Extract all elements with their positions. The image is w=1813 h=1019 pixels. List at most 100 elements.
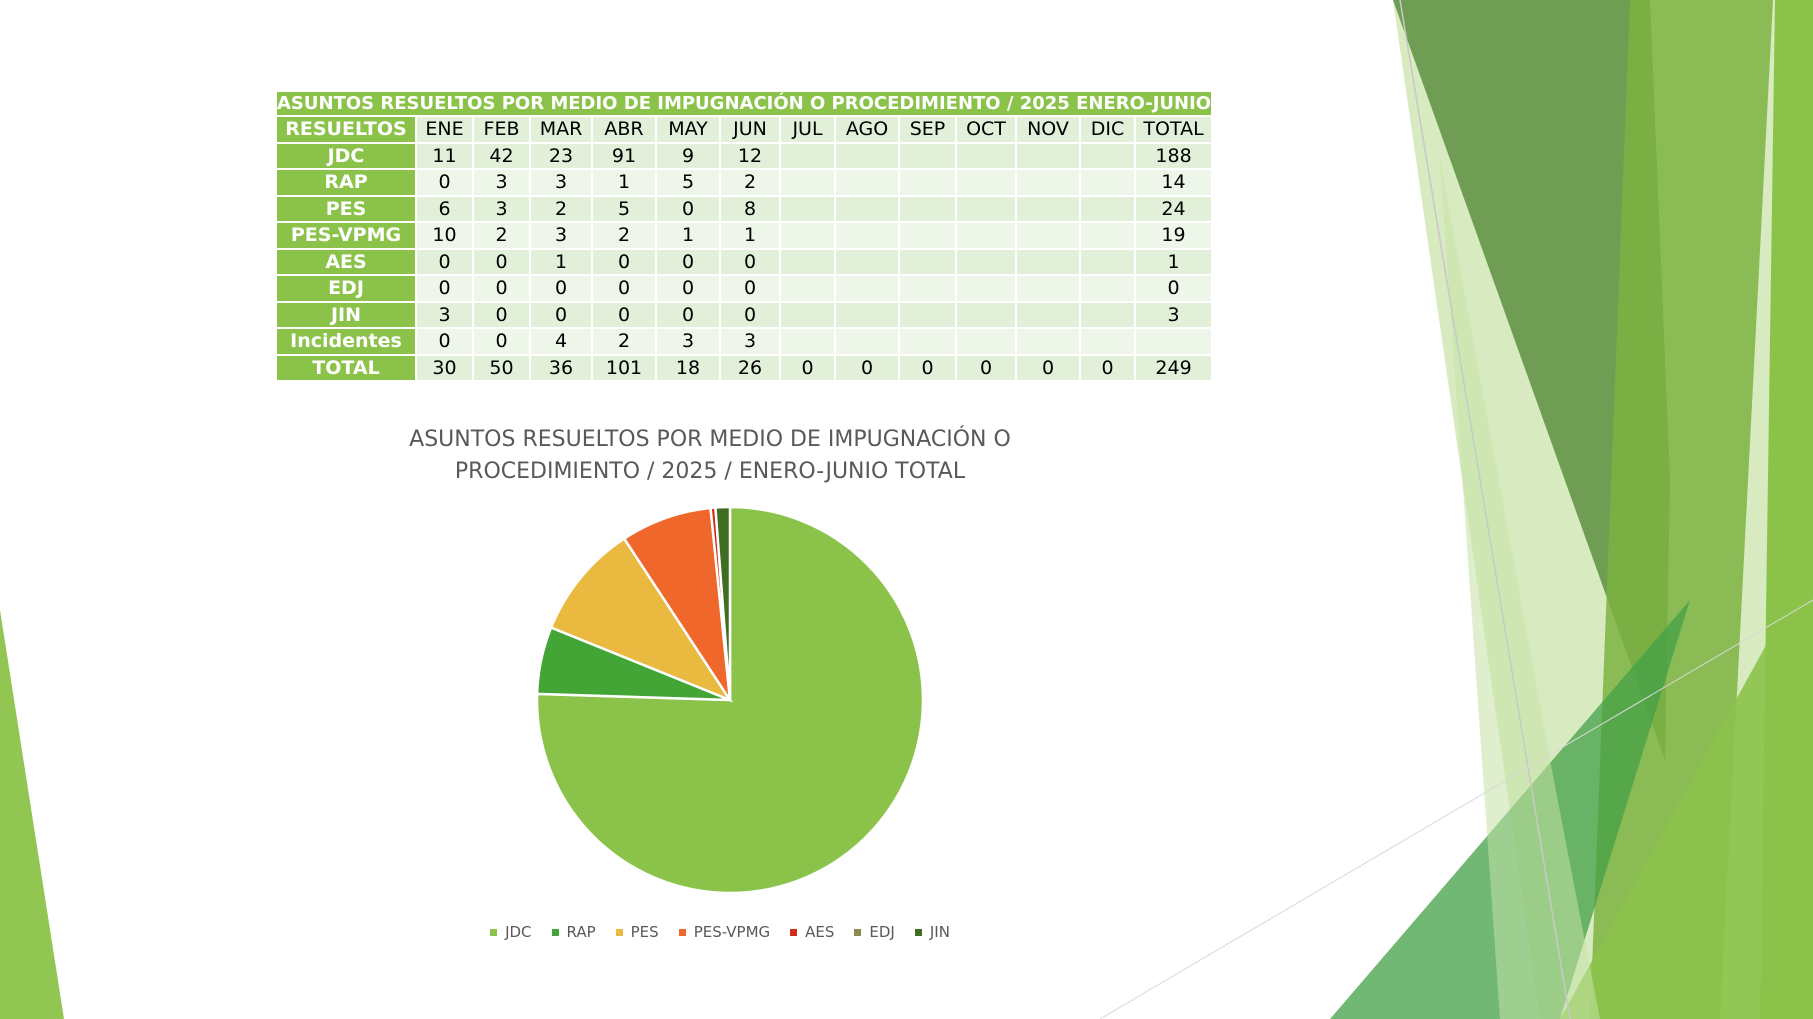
table-cell: 0 xyxy=(417,170,472,195)
column-header: MAR xyxy=(531,117,591,142)
table-cell: 0 xyxy=(417,329,472,354)
legend-item: PES xyxy=(615,923,659,941)
table-cell xyxy=(900,143,955,168)
table-cell xyxy=(900,276,955,301)
table-cell xyxy=(836,249,898,274)
table-cell xyxy=(781,302,834,327)
table-cell xyxy=(836,143,898,168)
table-row: JIN 3 0 0 0 0 0 3 xyxy=(277,302,1212,327)
row-label: JDC xyxy=(277,143,415,168)
table-cell xyxy=(1081,302,1134,327)
table-cell: 23 xyxy=(531,143,591,168)
table-cell xyxy=(957,223,1015,248)
column-header: ENE xyxy=(417,117,472,142)
table-cell: 36 xyxy=(531,355,591,380)
column-header: SEP xyxy=(900,117,955,142)
table-cell: 0 xyxy=(721,302,779,327)
table-cell xyxy=(900,249,955,274)
table-row: Incidentes 0 0 4 2 3 3 xyxy=(277,329,1212,354)
table-row: JDC 11 42 23 91 9 12 188 xyxy=(277,143,1212,168)
table-cell xyxy=(1017,170,1079,195)
chart-title: ASUNTOS RESUELTOS POR MEDIO DE IMPUGNACI… xyxy=(350,424,1070,488)
table-cell: 1 xyxy=(1136,249,1212,274)
table-cell: 11 xyxy=(417,143,472,168)
table-cell xyxy=(1081,223,1134,248)
results-table: ASUNTOS RESUELTOS POR MEDIO DE IMPUGNACI… xyxy=(275,90,1213,382)
table-row: RAP 0 3 3 1 5 2 14 xyxy=(277,170,1212,195)
bg-shape xyxy=(0,610,64,1019)
table-row: EDJ 0 0 0 0 0 0 0 xyxy=(277,276,1212,301)
table-cell: 0 xyxy=(474,302,529,327)
table-cell xyxy=(781,170,834,195)
table-cell: 12 xyxy=(721,143,779,168)
column-header: TOTAL xyxy=(1136,117,1212,142)
table-cell xyxy=(900,329,955,354)
table-cell xyxy=(900,196,955,221)
table-cell xyxy=(1136,329,1212,354)
table-title: ASUNTOS RESUELTOS POR MEDIO DE IMPUGNACI… xyxy=(277,92,1212,115)
table-cell: 0 xyxy=(531,302,591,327)
table-cell: 2 xyxy=(531,196,591,221)
table-cell: 3 xyxy=(474,196,529,221)
table-cell xyxy=(1017,223,1079,248)
row-label: EDJ xyxy=(277,276,415,301)
legend-swatch xyxy=(854,928,862,936)
table-cell: 50 xyxy=(474,355,529,380)
table-cell xyxy=(1017,143,1079,168)
table-cell: 91 xyxy=(593,143,655,168)
table-cell: 19 xyxy=(1136,223,1212,248)
bg-shape xyxy=(1560,560,1813,1019)
table-cell xyxy=(781,143,834,168)
table-cell xyxy=(1017,302,1079,327)
table-cell: 0 xyxy=(417,249,472,274)
table-cell xyxy=(957,329,1015,354)
legend-label: EDJ xyxy=(869,923,895,941)
table-cell xyxy=(781,249,834,274)
column-header: NOV xyxy=(1017,117,1079,142)
bg-shape xyxy=(1393,0,1670,760)
table-cell: 2 xyxy=(721,170,779,195)
table-cell xyxy=(957,143,1015,168)
table-cell xyxy=(957,302,1015,327)
table-cell: 101 xyxy=(593,355,655,380)
legend-swatch xyxy=(678,928,686,936)
table-cell: 5 xyxy=(593,196,655,221)
legend-swatch xyxy=(551,928,559,936)
table-cell xyxy=(781,196,834,221)
table-cell: 0 xyxy=(721,276,779,301)
table-cell: 0 xyxy=(417,276,472,301)
legend-swatch xyxy=(790,928,798,936)
table-cell xyxy=(1081,276,1134,301)
table-cell xyxy=(781,223,834,248)
bg-shape xyxy=(1440,160,1600,1019)
table-cell xyxy=(1081,329,1134,354)
table-cell xyxy=(1081,249,1134,274)
column-header: ABR xyxy=(593,117,655,142)
table-cell xyxy=(1017,329,1079,354)
table-cell: 3 xyxy=(1136,302,1212,327)
table-cell: 6 xyxy=(417,196,472,221)
table-cell xyxy=(1017,276,1079,301)
row-label: RAP xyxy=(277,170,415,195)
table-cell: 2 xyxy=(593,329,655,354)
table-cell xyxy=(900,223,955,248)
table-row: TOTAL 30 50 36 101 18 26 0 0 0 0 0 0 249 xyxy=(277,355,1212,380)
table-cell: 0 xyxy=(593,276,655,301)
table-cell xyxy=(836,223,898,248)
table-cell xyxy=(957,249,1015,274)
column-header: MAY xyxy=(657,117,719,142)
table-cell: 1 xyxy=(593,170,655,195)
chart-title-line: PROCEDIMIENTO / 2025 / ENERO-JUNIO TOTAL xyxy=(454,459,966,484)
table-cell: 0 xyxy=(900,355,955,380)
row-label: PES-VPMG xyxy=(277,223,415,248)
row-label: AES xyxy=(277,249,415,274)
table-cell xyxy=(836,276,898,301)
legend-swatch xyxy=(914,928,922,936)
table-cell xyxy=(1017,196,1079,221)
row-label: PES xyxy=(277,196,415,221)
legend-item: JIN xyxy=(914,923,950,941)
table-cell xyxy=(836,329,898,354)
table-cell xyxy=(957,170,1015,195)
table-cell: 3 xyxy=(721,329,779,354)
